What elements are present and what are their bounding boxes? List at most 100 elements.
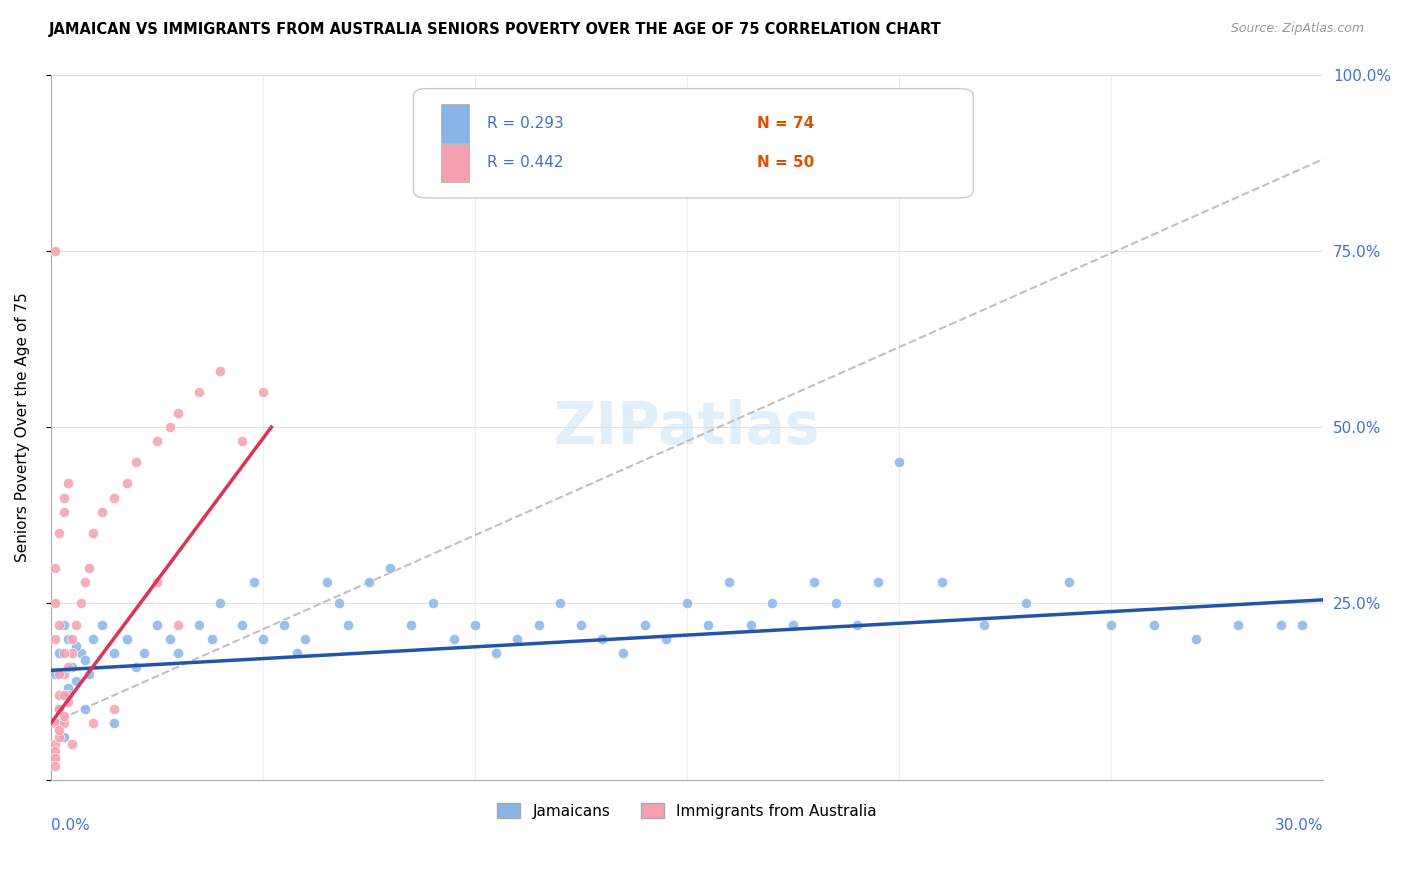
- Point: [167, 406, 190, 420]
- Point: [56, 695, 79, 709]
- Text: JAMAICAN VS IMMIGRANTS FROM AUSTRALIA SENIORS POVERTY OVER THE AGE OF 75 CORRELA: JAMAICAN VS IMMIGRANTS FROM AUSTRALIA SE…: [49, 22, 942, 37]
- Point: [973, 617, 995, 632]
- Point: [252, 632, 274, 646]
- Text: N = 50: N = 50: [756, 155, 814, 170]
- Point: [1099, 617, 1122, 632]
- Point: [82, 632, 104, 646]
- Point: [209, 596, 232, 610]
- Point: [52, 491, 75, 505]
- Point: [69, 646, 91, 660]
- Point: [506, 632, 529, 646]
- Point: [44, 758, 66, 772]
- Point: [60, 737, 83, 751]
- Point: [56, 681, 79, 695]
- Point: [931, 575, 953, 590]
- Point: [1015, 596, 1038, 610]
- Point: [740, 617, 762, 632]
- Text: N = 74: N = 74: [756, 116, 814, 131]
- Point: [48, 702, 70, 716]
- Point: [612, 646, 634, 660]
- Point: [73, 702, 96, 716]
- Point: [48, 646, 70, 660]
- Text: R = 0.442: R = 0.442: [488, 155, 564, 170]
- Point: [548, 596, 571, 610]
- Point: [44, 561, 66, 575]
- Point: [65, 639, 87, 653]
- Point: [44, 244, 66, 258]
- Text: 0.0%: 0.0%: [51, 818, 90, 833]
- Point: [188, 617, 211, 632]
- Legend: Jamaicans, Immigrants from Australia: Jamaicans, Immigrants from Australia: [491, 797, 883, 825]
- Point: [146, 434, 169, 449]
- Point: [48, 702, 70, 716]
- Point: [655, 632, 678, 646]
- Point: [77, 666, 100, 681]
- Point: [73, 575, 96, 590]
- Point: [866, 575, 889, 590]
- Point: [65, 673, 87, 688]
- Point: [633, 617, 655, 632]
- Text: Source: ZipAtlas.com: Source: ZipAtlas.com: [1230, 22, 1364, 36]
- Point: [273, 617, 295, 632]
- Point: [48, 525, 70, 540]
- Point: [591, 632, 613, 646]
- Point: [56, 688, 79, 702]
- Point: [803, 575, 825, 590]
- Point: [103, 491, 125, 505]
- Point: [1142, 617, 1164, 632]
- Point: [52, 505, 75, 519]
- Point: [60, 646, 83, 660]
- Point: [48, 688, 70, 702]
- Point: [90, 505, 112, 519]
- Point: [146, 617, 169, 632]
- Text: 30.0%: 30.0%: [1275, 818, 1323, 833]
- Point: [1057, 575, 1080, 590]
- Point: [60, 632, 83, 646]
- Point: [115, 476, 138, 491]
- Point: [82, 525, 104, 540]
- Point: [328, 596, 350, 610]
- Point: [73, 653, 96, 667]
- Point: [527, 617, 550, 632]
- Point: [44, 596, 66, 610]
- Point: [718, 575, 741, 590]
- Point: [167, 646, 190, 660]
- Point: [82, 716, 104, 731]
- Point: [77, 561, 100, 575]
- Point: [315, 575, 337, 590]
- Point: [243, 575, 266, 590]
- Point: [167, 617, 190, 632]
- Point: [824, 596, 846, 610]
- Y-axis label: Seniors Poverty Over the Age of 75: Seniors Poverty Over the Age of 75: [15, 293, 30, 562]
- Point: [56, 476, 79, 491]
- Point: [443, 632, 465, 646]
- Point: [252, 384, 274, 399]
- Point: [44, 666, 66, 681]
- Point: [464, 617, 486, 632]
- Point: [146, 575, 169, 590]
- Point: [134, 646, 156, 660]
- FancyBboxPatch shape: [441, 104, 470, 143]
- Point: [159, 632, 181, 646]
- Point: [124, 455, 146, 469]
- Point: [697, 617, 720, 632]
- Point: [52, 731, 75, 745]
- Point: [231, 434, 253, 449]
- Point: [401, 617, 423, 632]
- Point: [209, 364, 232, 378]
- Point: [52, 666, 75, 681]
- Point: [48, 723, 70, 738]
- Point: [676, 596, 699, 610]
- Point: [52, 709, 75, 723]
- Point: [1227, 617, 1250, 632]
- Text: R = 0.293: R = 0.293: [488, 116, 564, 131]
- Point: [201, 632, 224, 646]
- Point: [103, 702, 125, 716]
- Point: [103, 646, 125, 660]
- Point: [336, 617, 359, 632]
- Point: [48, 716, 70, 731]
- Point: [115, 632, 138, 646]
- Point: [231, 617, 253, 632]
- Point: [48, 617, 70, 632]
- Point: [357, 575, 380, 590]
